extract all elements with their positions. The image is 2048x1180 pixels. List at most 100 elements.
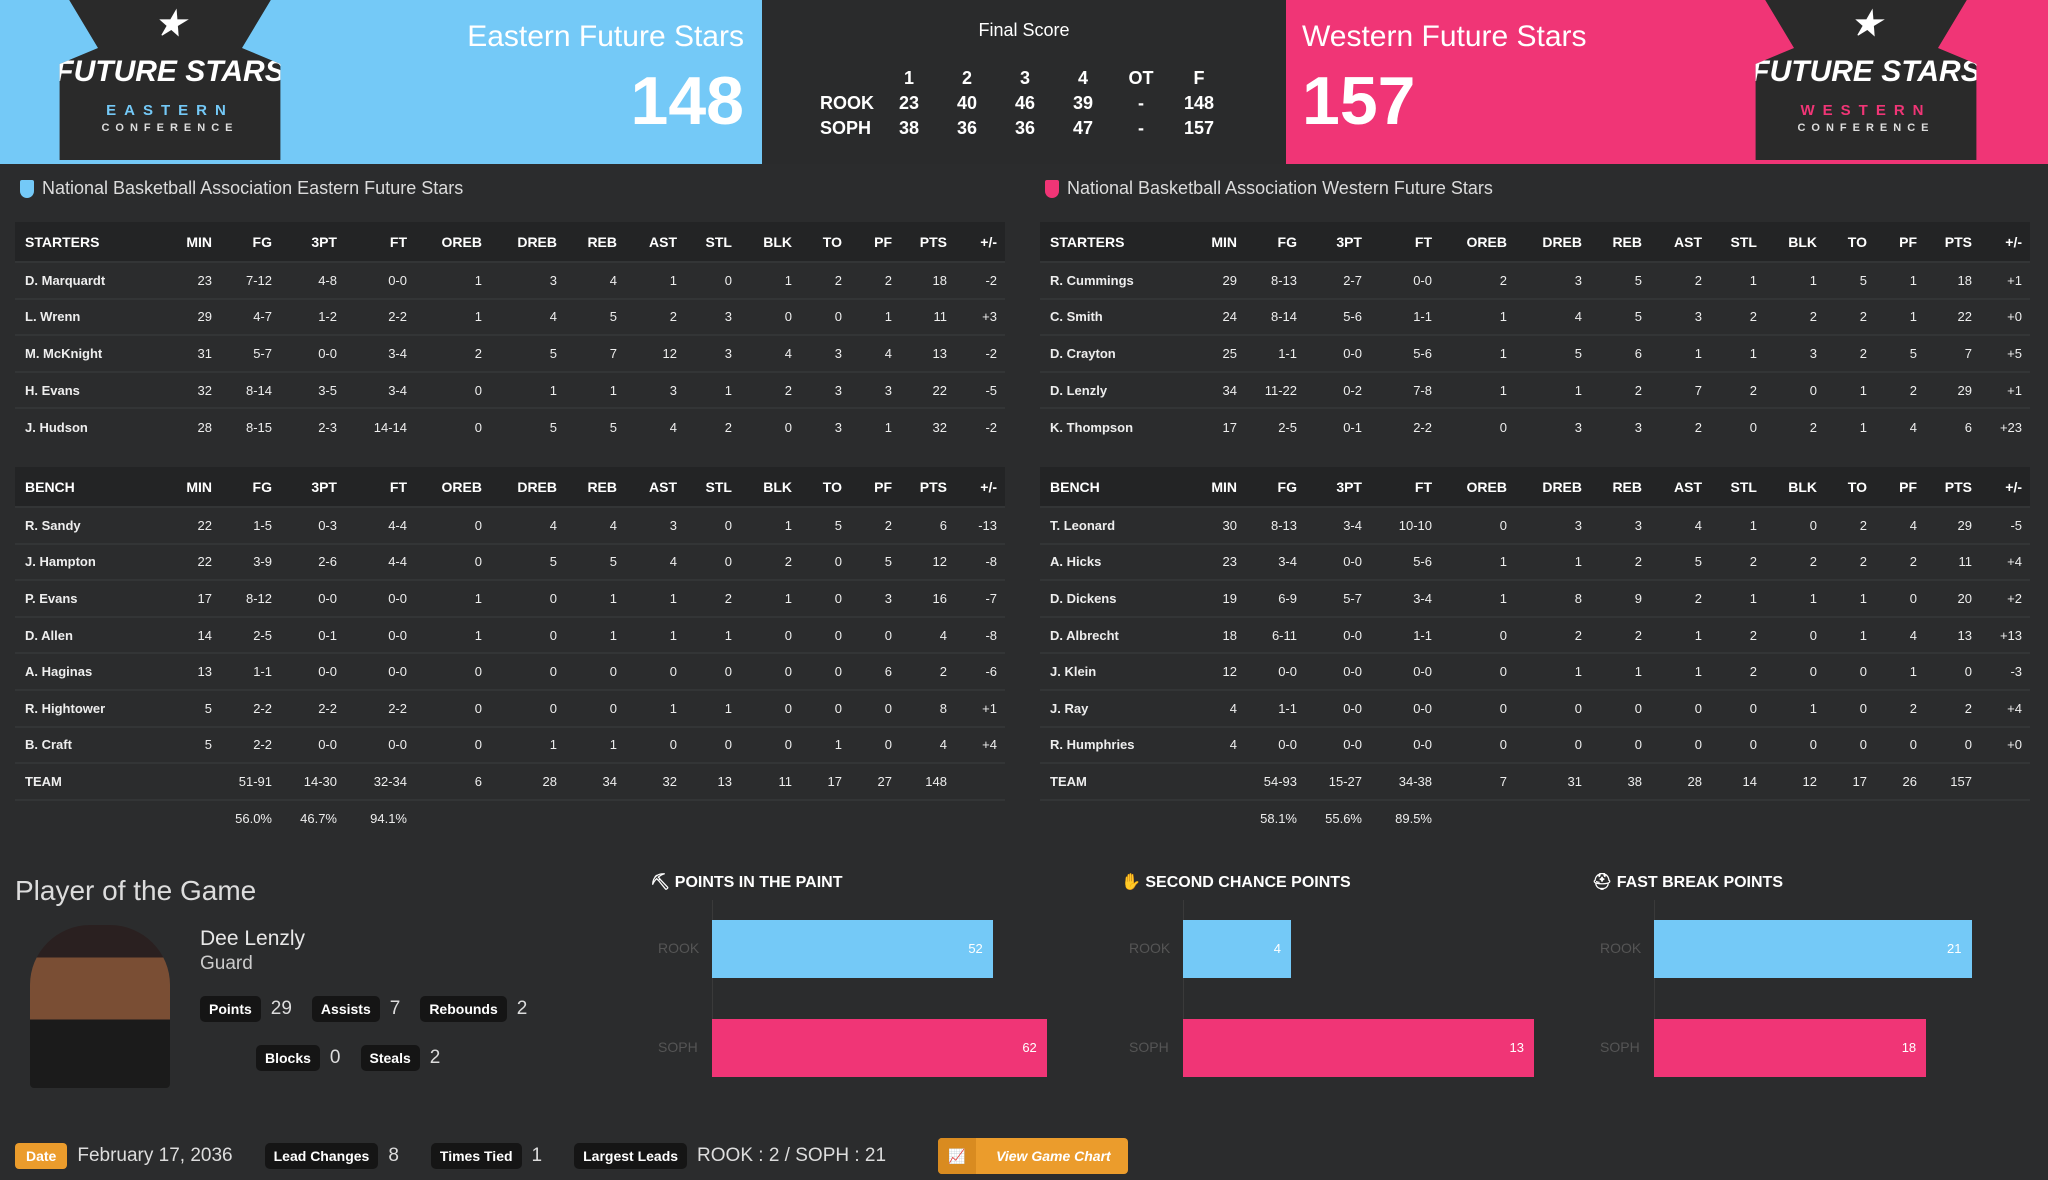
lead-changes-value: 8 (388, 1145, 399, 1166)
column-header[interactable]: AST (625, 467, 685, 507)
player-name[interactable]: M. McKnight (15, 334, 165, 372)
column-header[interactable]: FT (1370, 467, 1440, 507)
column-header[interactable]: PF (1875, 222, 1925, 262)
column-header[interactable]: BLK (1765, 222, 1825, 262)
column-header[interactable]: +/- (955, 222, 1005, 262)
column-header[interactable]: BLK (740, 222, 800, 262)
column-header[interactable]: AST (625, 222, 685, 262)
player-name[interactable]: R. Sandy (15, 506, 165, 544)
column-header[interactable]: FG (220, 222, 280, 262)
stat-cell (625, 798, 685, 837)
column-header[interactable]: +/- (955, 467, 1005, 507)
column-header[interactable]: 3PT (280, 222, 345, 262)
column-header[interactable]: FG (1245, 467, 1305, 507)
column-header[interactable]: 3PT (280, 467, 345, 507)
stat-cell: 0 (800, 297, 850, 336)
player-name[interactable]: R. Humphries (1040, 725, 1190, 764)
bar-soph[interactable]: 18 (1654, 1019, 1927, 1077)
player-name[interactable]: D. Crayton (1040, 334, 1190, 372)
column-header[interactable]: 3PT (1305, 222, 1370, 262)
column-header[interactable]: +/- (1980, 222, 2030, 262)
column-header[interactable]: OREB (415, 222, 490, 262)
player-name[interactable]: J. Klein (1040, 652, 1190, 690)
column-header[interactable]: REB (565, 222, 625, 262)
column-header[interactable]: BLK (740, 467, 800, 507)
column-header[interactable]: REB (1590, 222, 1650, 262)
stat-cell: 22 (1925, 297, 1980, 336)
column-header[interactable]: OREB (1440, 467, 1515, 507)
column-header[interactable]: STL (1710, 467, 1765, 507)
player-name[interactable]: J. Hudson (15, 407, 165, 445)
column-header[interactable]: TO (800, 222, 850, 262)
bar-soph[interactable]: 62 (712, 1019, 1047, 1077)
column-header[interactable]: BLK (1765, 467, 1825, 507)
column-header[interactable]: STL (685, 222, 740, 262)
player-name[interactable]: D. Lenzly (1040, 370, 1190, 409)
column-header[interactable]: PTS (1925, 222, 1980, 262)
column-header[interactable]: FT (345, 467, 415, 507)
column-header[interactable]: TO (1825, 222, 1875, 262)
player-name[interactable]: T. Leonard (1040, 506, 1190, 544)
player-name[interactable]: D. Allen (15, 615, 165, 654)
column-header[interactable]: TO (800, 467, 850, 507)
column-header[interactable]: FT (345, 222, 415, 262)
stat-cell: 0 (1765, 725, 1825, 764)
stat-cell: 2-2 (280, 688, 345, 727)
stat-cell: 0 (1440, 725, 1515, 764)
player-name[interactable]: L. Wrenn (15, 297, 165, 336)
column-header[interactable]: PTS (900, 467, 955, 507)
player-name[interactable]: J. Ray (1040, 688, 1190, 727)
column-header[interactable]: REB (565, 467, 625, 507)
column-header[interactable]: DREB (1515, 467, 1590, 507)
column-header[interactable]: PTS (1925, 467, 1980, 507)
column-header[interactable]: STL (685, 467, 740, 507)
player-name[interactable]: K. Thompson (1040, 407, 1190, 445)
bar-rook[interactable]: 4 (1183, 920, 1291, 978)
column-header[interactable]: PF (1875, 467, 1925, 507)
column-header[interactable]: MIN (1190, 222, 1245, 262)
column-header[interactable]: OREB (415, 467, 490, 507)
linescore-cell: 39 (1072, 93, 1094, 113)
bar-rook[interactable]: 52 (712, 920, 993, 978)
column-header[interactable]: MIN (165, 222, 220, 262)
player-name[interactable]: A. Haginas (15, 652, 165, 690)
linescore-cell: 2 (961, 68, 972, 88)
player-name[interactable]: H. Evans (15, 370, 165, 409)
column-header[interactable]: OREB (1440, 222, 1515, 262)
column-header[interactable]: AST (1650, 467, 1710, 507)
player-name[interactable]: R. Cummings (1040, 261, 1190, 299)
column-header[interactable]: DREB (490, 467, 565, 507)
column-header[interactable]: PTS (900, 222, 955, 262)
player-name[interactable]: J. Hampton (15, 542, 165, 581)
column-header[interactable]: MIN (1190, 467, 1245, 507)
column-header[interactable]: FT (1370, 222, 1440, 262)
column-header[interactable]: 3PT (1305, 467, 1370, 507)
player-name[interactable]: B. Craft (15, 725, 165, 764)
view-game-chart-button[interactable]: 📈 View Game Chart (938, 1138, 1129, 1174)
player-name[interactable]: D. Dickens (1040, 579, 1190, 617)
player-name[interactable]: R. Hightower (15, 688, 165, 727)
player-name[interactable]: D. Marquardt (15, 261, 165, 299)
bar-rook[interactable]: 21 (1654, 920, 1972, 978)
player-name[interactable]: P. Evans (15, 579, 165, 617)
player-name[interactable]: Dee Lenzly (200, 927, 306, 950)
column-header[interactable]: AST (1650, 222, 1710, 262)
column-header[interactable]: +/- (1980, 467, 2030, 507)
player-name[interactable]: C. Smith (1040, 297, 1190, 336)
column-header[interactable]: PF (850, 222, 900, 262)
player-name[interactable]: D. Albrecht (1040, 615, 1190, 654)
column-header[interactable]: PF (850, 467, 900, 507)
column-header[interactable]: MIN (165, 467, 220, 507)
column-header[interactable]: REB (1590, 467, 1650, 507)
column-header[interactable]: TO (1825, 467, 1875, 507)
stat-cell: 0 (1825, 725, 1875, 764)
stat-cell: 5 (565, 297, 625, 336)
stat-cell: 12 (1765, 762, 1825, 800)
column-header[interactable]: DREB (1515, 222, 1590, 262)
column-header[interactable]: DREB (490, 222, 565, 262)
column-header[interactable]: STL (1710, 222, 1765, 262)
player-name[interactable]: A. Hicks (1040, 542, 1190, 581)
bar-soph[interactable]: 13 (1183, 1019, 1534, 1077)
column-header[interactable]: FG (1245, 222, 1305, 262)
column-header[interactable]: FG (220, 467, 280, 507)
